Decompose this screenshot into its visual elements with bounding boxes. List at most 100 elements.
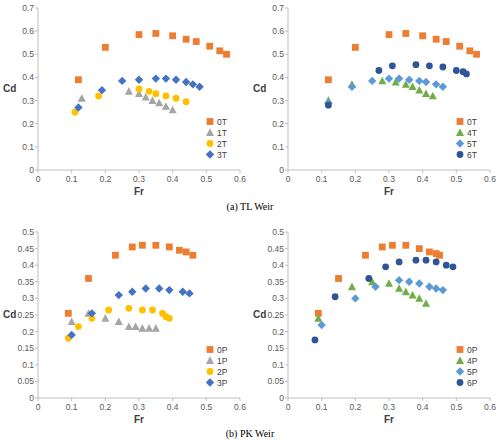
y-axis-title: Cd	[3, 83, 16, 94]
y-tick-label: 0.3	[22, 96, 34, 106]
legend-marker	[457, 379, 464, 386]
point	[402, 30, 409, 37]
point	[423, 257, 430, 264]
y-tick	[285, 248, 288, 249]
point	[386, 31, 393, 38]
x-tick	[288, 170, 289, 173]
x-tick-label: 0.1	[66, 402, 78, 412]
y-tick	[285, 364, 288, 365]
x-tick-label: 0.2	[99, 402, 111, 412]
point	[115, 291, 123, 299]
point	[433, 36, 440, 43]
series	[325, 61, 470, 108]
point	[155, 284, 163, 292]
point	[314, 314, 322, 322]
point	[75, 323, 82, 330]
point	[169, 106, 177, 114]
point	[325, 102, 332, 109]
x-tick	[490, 398, 491, 401]
x-axis-title: Fr	[134, 186, 144, 197]
y-tick-label: 0.1	[22, 142, 34, 152]
point	[422, 78, 430, 86]
y-tick-label: 0.3	[22, 293, 34, 303]
y-tick-label: 0	[279, 393, 284, 403]
point	[65, 310, 72, 317]
point	[172, 76, 180, 84]
legend-label: 3T	[217, 150, 227, 160]
chart: 00.050.10.150.20.250.30.350.40.450.500.1…	[253, 227, 496, 425]
point	[183, 36, 190, 43]
legend-label: 6P	[467, 378, 478, 388]
x-tick-label: 0.5	[200, 174, 212, 184]
y-tick-label: 0.25	[17, 310, 34, 320]
plot-area	[312, 242, 457, 343]
y-tick	[35, 54, 38, 55]
x-tick-label: 0.4	[167, 174, 179, 184]
legend-label: 0T	[467, 117, 477, 127]
x-tick	[206, 170, 207, 173]
point	[405, 76, 413, 84]
point	[216, 47, 223, 54]
x-tick-label: 0.2	[99, 174, 111, 184]
point	[312, 337, 319, 344]
y-tick	[35, 248, 38, 249]
y-tick-label: 0	[29, 165, 34, 175]
point	[145, 324, 153, 332]
point	[138, 324, 146, 332]
y-tick-label: 0.1	[272, 360, 284, 370]
point	[166, 244, 173, 251]
caption: (a) TL Weir	[227, 201, 274, 213]
legend-label: 3P	[217, 378, 228, 388]
y-tick-label: 0.2	[22, 327, 34, 337]
x-tick-label: 0.1	[316, 174, 328, 184]
point	[415, 86, 423, 94]
legend: 0P4P5P6P	[456, 345, 478, 388]
x-tick	[422, 170, 423, 173]
point	[439, 64, 446, 71]
plot-area	[324, 30, 480, 109]
x-tick-label: 0.4	[417, 174, 429, 184]
x-tick	[355, 170, 356, 173]
legend-marker	[456, 367, 464, 375]
y-tick	[285, 281, 288, 282]
series	[65, 305, 173, 342]
y-tick	[35, 77, 38, 78]
x-axis-title: Fr	[384, 414, 394, 425]
series	[65, 242, 196, 317]
point	[88, 309, 96, 317]
y-tick	[35, 31, 38, 32]
series	[314, 278, 430, 322]
figure: 00.10.20.30.40.50.60.700.10.20.30.40.50.…	[0, 0, 500, 442]
point	[132, 322, 140, 330]
y-tick	[285, 315, 288, 316]
x-tick-label: 0.3	[133, 174, 145, 184]
point	[139, 307, 146, 314]
series	[75, 30, 230, 83]
chart: 00.10.20.30.40.50.60.700.10.20.30.40.50.…	[253, 3, 496, 197]
y-tick	[35, 331, 38, 332]
point	[348, 82, 356, 90]
x-tick-label: 0	[36, 402, 41, 412]
y-tick-label: 0.35	[17, 277, 34, 287]
point	[173, 95, 180, 102]
legend-label: 5P	[467, 367, 478, 377]
point	[189, 252, 196, 259]
legend-marker	[206, 356, 214, 364]
point	[379, 244, 386, 251]
x-tick-label: 0.6	[484, 174, 496, 184]
point	[439, 286, 447, 294]
y-tick-label: 0.4	[22, 72, 34, 82]
point	[162, 74, 170, 82]
x-tick	[490, 170, 491, 173]
point	[165, 286, 173, 294]
x-tick	[172, 170, 173, 173]
y-tick-label: 0.35	[267, 277, 284, 287]
point	[105, 307, 112, 314]
point	[118, 77, 126, 85]
y-tick-label: 0.15	[17, 343, 34, 353]
y-tick-label: 0.5	[22, 49, 34, 59]
x-tick	[355, 398, 356, 401]
point	[416, 245, 423, 252]
y-tick	[35, 381, 38, 382]
y-tick-label: 0.4	[22, 260, 34, 270]
